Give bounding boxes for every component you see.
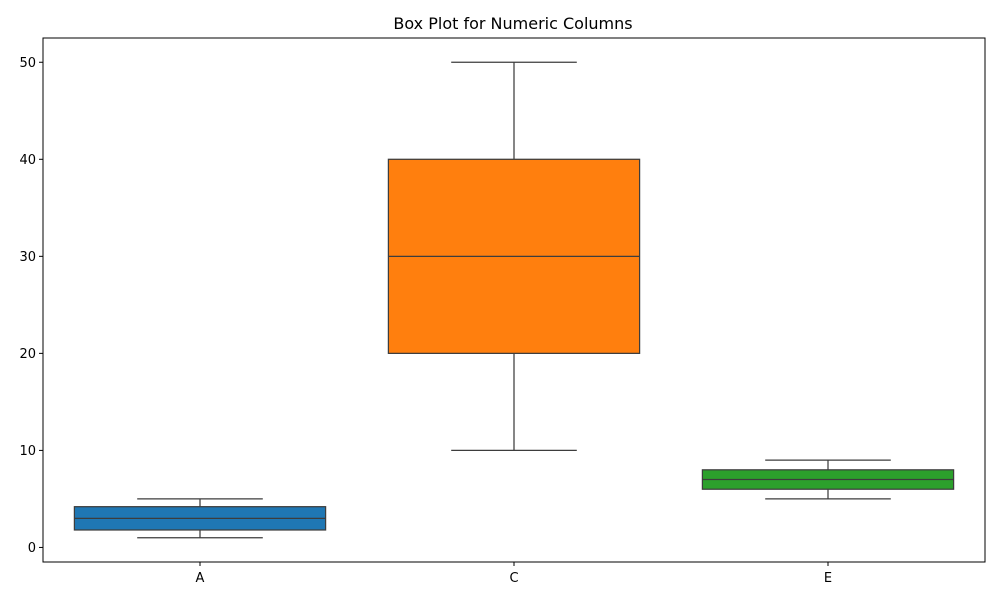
y-tick-label: 20 xyxy=(19,347,36,362)
y-axis: 0 10 20 30 40 50 xyxy=(19,56,43,556)
y-tick-label: 0 xyxy=(28,541,36,556)
plot-frame xyxy=(42,37,986,563)
chart-title: Box Plot for Numeric Columns xyxy=(393,14,632,33)
boxes-layer xyxy=(73,61,955,539)
y-tick-label: 10 xyxy=(19,444,36,459)
x-tick-label: E xyxy=(824,571,832,586)
x-tick-label: A xyxy=(196,571,205,586)
y-tick-label: 50 xyxy=(19,56,36,71)
x-tick-label: C xyxy=(509,571,518,586)
box-group-e xyxy=(701,459,955,500)
box-group-a xyxy=(73,498,327,539)
y-tick-label: 40 xyxy=(19,153,36,168)
box-group-c xyxy=(387,61,641,452)
y-tick-label: 30 xyxy=(19,250,36,265)
